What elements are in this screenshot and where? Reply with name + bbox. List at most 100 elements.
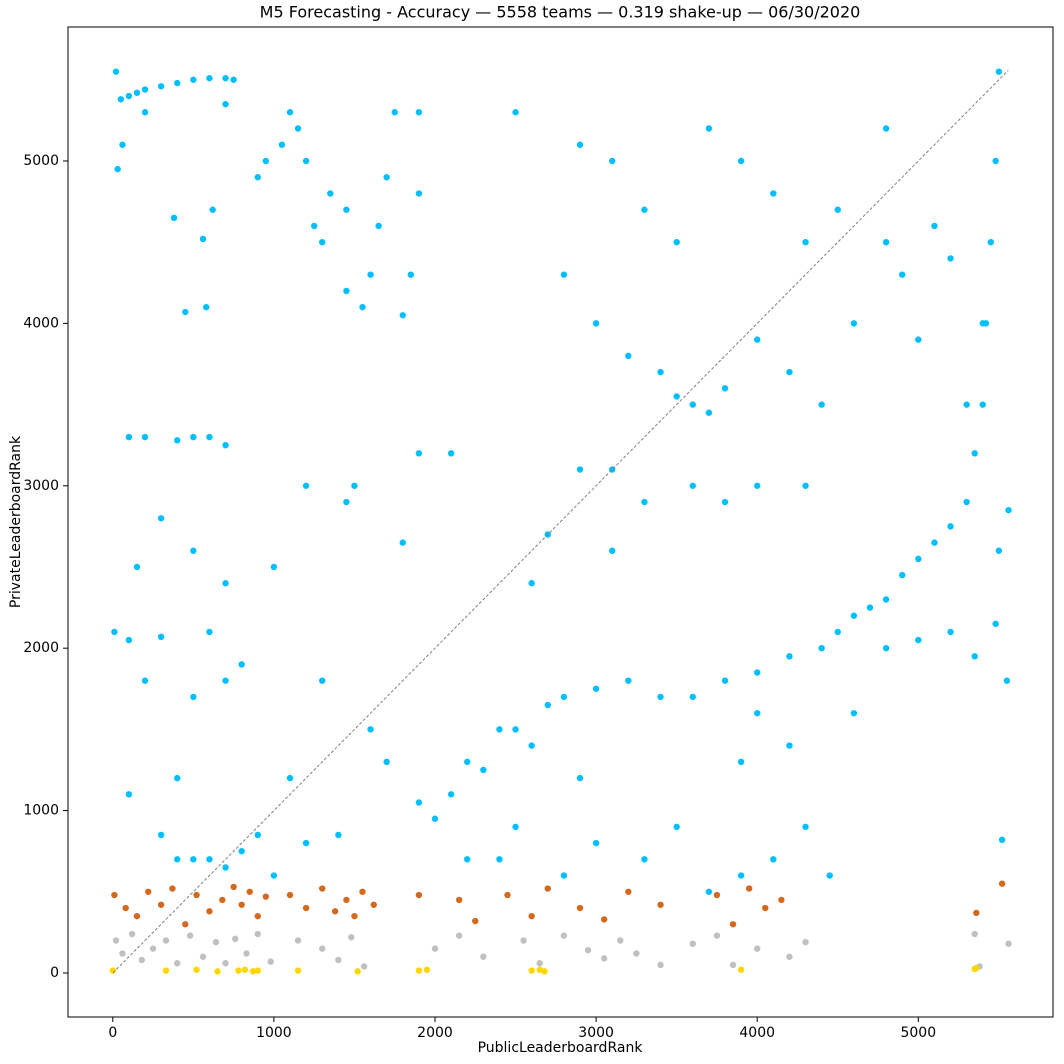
point xyxy=(267,958,274,965)
point xyxy=(786,742,793,749)
point xyxy=(850,320,858,327)
point xyxy=(689,401,696,408)
chart-title: M5 Forecasting - Accuracy — 5558 teams —… xyxy=(260,3,861,22)
point xyxy=(241,966,249,973)
point xyxy=(528,580,535,587)
point xyxy=(713,891,721,899)
point xyxy=(834,628,841,636)
point xyxy=(222,677,229,684)
point xyxy=(705,125,713,132)
point xyxy=(826,872,833,879)
point xyxy=(544,885,551,892)
point xyxy=(987,238,995,246)
point xyxy=(162,967,170,974)
point xyxy=(818,644,825,652)
point xyxy=(786,653,793,660)
point xyxy=(141,433,149,441)
point xyxy=(415,967,423,974)
x-axis-label: PublicLeaderboardRank xyxy=(478,1040,644,1056)
point xyxy=(560,693,568,701)
point xyxy=(464,856,471,863)
point xyxy=(998,836,1006,844)
point xyxy=(995,547,1003,554)
point xyxy=(464,758,471,766)
point xyxy=(973,964,980,972)
point xyxy=(157,901,165,908)
point xyxy=(689,482,696,489)
x-tick-label: 4000 xyxy=(739,1025,775,1041)
x-tick-label: 2000 xyxy=(417,1025,453,1041)
point xyxy=(592,839,600,847)
point xyxy=(254,967,261,974)
point xyxy=(294,937,302,944)
point xyxy=(415,109,423,116)
point xyxy=(343,498,350,506)
point xyxy=(512,823,519,831)
point xyxy=(512,726,519,733)
point xyxy=(657,368,664,376)
point xyxy=(235,967,242,974)
point xyxy=(141,86,149,93)
point xyxy=(125,791,133,798)
point xyxy=(721,385,729,392)
point xyxy=(979,401,986,408)
point xyxy=(112,937,120,944)
point xyxy=(447,450,455,457)
point xyxy=(802,823,809,831)
point xyxy=(182,921,189,928)
point xyxy=(971,930,978,938)
point xyxy=(480,953,487,960)
point xyxy=(331,908,339,915)
point xyxy=(657,693,664,701)
point xyxy=(947,523,954,530)
y-tick-label: 0 xyxy=(50,965,59,981)
point xyxy=(351,912,358,920)
point xyxy=(931,222,938,230)
point xyxy=(138,956,145,964)
point xyxy=(170,214,178,222)
point xyxy=(354,968,361,975)
point xyxy=(971,653,978,660)
point xyxy=(249,968,257,975)
point xyxy=(230,76,237,83)
point xyxy=(496,856,503,863)
point xyxy=(617,937,624,944)
point xyxy=(112,68,120,75)
point xyxy=(745,885,753,892)
point xyxy=(375,222,382,230)
point xyxy=(576,774,584,782)
point xyxy=(206,74,213,82)
point xyxy=(243,950,250,957)
point xyxy=(262,157,270,165)
point xyxy=(119,141,126,148)
point xyxy=(182,308,189,316)
point xyxy=(174,79,181,87)
point xyxy=(270,563,278,571)
point xyxy=(528,742,535,749)
y-tick-label: 3000 xyxy=(23,478,59,494)
point xyxy=(343,206,350,213)
point xyxy=(222,441,229,449)
point xyxy=(415,450,423,457)
point xyxy=(995,68,1003,75)
point xyxy=(480,766,487,774)
point xyxy=(367,726,374,733)
y-tick-label: 1000 xyxy=(23,803,59,819)
x-tick-label: 5000 xyxy=(900,1025,936,1041)
point xyxy=(673,823,680,831)
point xyxy=(359,888,366,895)
point xyxy=(963,401,970,408)
point xyxy=(625,888,632,895)
point xyxy=(778,896,785,904)
point xyxy=(174,774,181,782)
point xyxy=(219,896,226,904)
point xyxy=(162,937,170,944)
point xyxy=(133,89,141,96)
point xyxy=(270,872,278,879)
point xyxy=(882,238,890,246)
point xyxy=(190,433,197,441)
point xyxy=(520,937,527,944)
point xyxy=(206,908,213,915)
